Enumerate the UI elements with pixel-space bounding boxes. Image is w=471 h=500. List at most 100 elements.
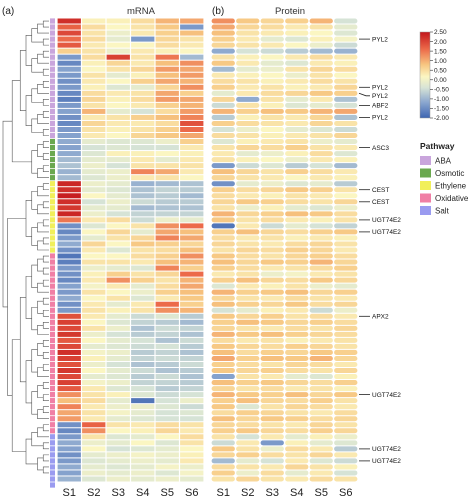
heatmap-cell [211, 416, 235, 422]
heatmap-cell [82, 169, 106, 175]
heatmap-cell [236, 410, 260, 416]
heatmap-cell [211, 72, 235, 78]
heatmap-cell [82, 42, 106, 48]
pathway-cell [50, 211, 55, 217]
heatmap-cell [285, 313, 309, 319]
heatmap-cell [285, 361, 309, 368]
heatmap-cell [131, 386, 155, 392]
heatmap-cell [285, 452, 309, 458]
heatmap-cell [309, 120, 333, 126]
heatmap-cell [334, 313, 358, 319]
heatmap-cell [236, 440, 260, 446]
heatmap-cell [131, 428, 155, 434]
heatmap-cell [57, 157, 81, 163]
heatmap-cell [180, 66, 204, 72]
heatmap-cell [309, 175, 333, 181]
dendrogram-branch [42, 442, 49, 450]
heatmap-cell [82, 187, 106, 193]
heatmap-cell [260, 416, 284, 422]
pathway-cell [50, 379, 55, 386]
heatmap-cell [211, 145, 235, 151]
heatmap-cell [285, 42, 309, 48]
heatmap-cell [260, 386, 284, 392]
heatmap-cell [260, 398, 284, 404]
heatmap-cell [57, 458, 81, 464]
heatmap-cell [131, 241, 155, 247]
dendrogram-branch [42, 406, 49, 414]
heatmap-cell [211, 295, 235, 301]
heatmap-cell [180, 331, 204, 337]
heatmap-cell [106, 349, 130, 355]
heatmap-cell [309, 30, 333, 36]
heatmap-cell [82, 181, 106, 187]
heatmap-cell [260, 108, 284, 114]
heatmap-cell [211, 78, 235, 84]
heatmap-cell [57, 301, 81, 307]
heatmap-cell [285, 259, 309, 265]
heatmap-cell [260, 464, 284, 470]
heatmap-cell [57, 78, 81, 84]
heatmap-cell [106, 295, 130, 301]
heatmap-cell [236, 434, 260, 440]
heatmap-cell [260, 331, 284, 337]
heatmap-cell [285, 187, 309, 193]
heatmap-cell [131, 175, 155, 181]
heatmap-cell [57, 446, 81, 452]
heatmap-cell [309, 265, 333, 271]
heatmap-cell [309, 398, 333, 404]
heatmap-cell [155, 349, 179, 355]
heatmap-cell [309, 422, 333, 428]
heatmap-cell [285, 66, 309, 72]
heatmap-cell [285, 199, 309, 205]
pathway-cell [50, 42, 55, 48]
heatmap-cell [155, 307, 179, 313]
heatmap-cell [82, 145, 106, 151]
pathway-cell [50, 175, 55, 181]
heatmap-cell [260, 229, 284, 235]
sample-label: S4 [136, 487, 149, 499]
pathway-cell [50, 434, 55, 440]
heatmap-cell [260, 440, 284, 446]
heatmap-cell [211, 259, 235, 265]
heatmap-cell [236, 404, 260, 410]
protein-sample-labels: S1 S2 S3 S4 S5 S6 [217, 487, 353, 499]
pathway-cell [50, 18, 55, 24]
pathway-cell [50, 313, 55, 319]
heatmap-cell [180, 181, 204, 187]
heatmap-cell [334, 374, 358, 380]
pathway-cell [50, 181, 55, 187]
heatmap-cell [236, 145, 260, 151]
heatmap-cell [155, 380, 179, 386]
dendrogram-branch [37, 385, 44, 398]
pathway-cell [50, 247, 55, 253]
heatmap-cell [180, 349, 204, 355]
pathway-cell [50, 193, 55, 199]
heatmap-cell [106, 90, 130, 96]
heatmap-cell [57, 36, 81, 42]
heatmap-cell [334, 355, 358, 361]
heatmap-cell [57, 145, 81, 151]
pathway-cell [50, 271, 55, 277]
heatmap-cell [131, 446, 155, 452]
heatmap-cell [57, 108, 81, 114]
dendrogram-branch [25, 276, 32, 319]
heatmap-cell [260, 145, 284, 151]
dendrogram-branch [37, 258, 44, 272]
heatmap-cell [155, 337, 179, 343]
pathway-cell [50, 428, 55, 434]
heatmap-cell [131, 355, 155, 361]
heatmap-cell [82, 60, 106, 66]
heatmap-cell [236, 374, 260, 380]
heatmap-cell [260, 235, 284, 241]
heatmap-cell [180, 36, 204, 42]
pathway-cell [50, 259, 55, 265]
pathway-cell [50, 331, 55, 337]
heatmap-cell [155, 169, 179, 175]
heatmap-cell [180, 229, 204, 235]
heatmap-cell [131, 452, 155, 458]
heatmap-cell [260, 319, 284, 325]
heatmap-cell [334, 211, 358, 217]
heatmap-cell [131, 187, 155, 193]
heatmap-cell [180, 30, 204, 36]
